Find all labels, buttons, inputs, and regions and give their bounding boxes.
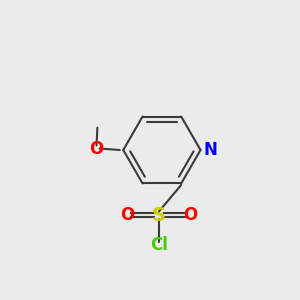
Text: N: N [203, 141, 218, 159]
Text: S: S [152, 206, 166, 225]
Text: O: O [89, 140, 103, 158]
Text: O: O [121, 206, 135, 224]
Text: Cl: Cl [150, 236, 168, 254]
Text: O: O [183, 206, 197, 224]
